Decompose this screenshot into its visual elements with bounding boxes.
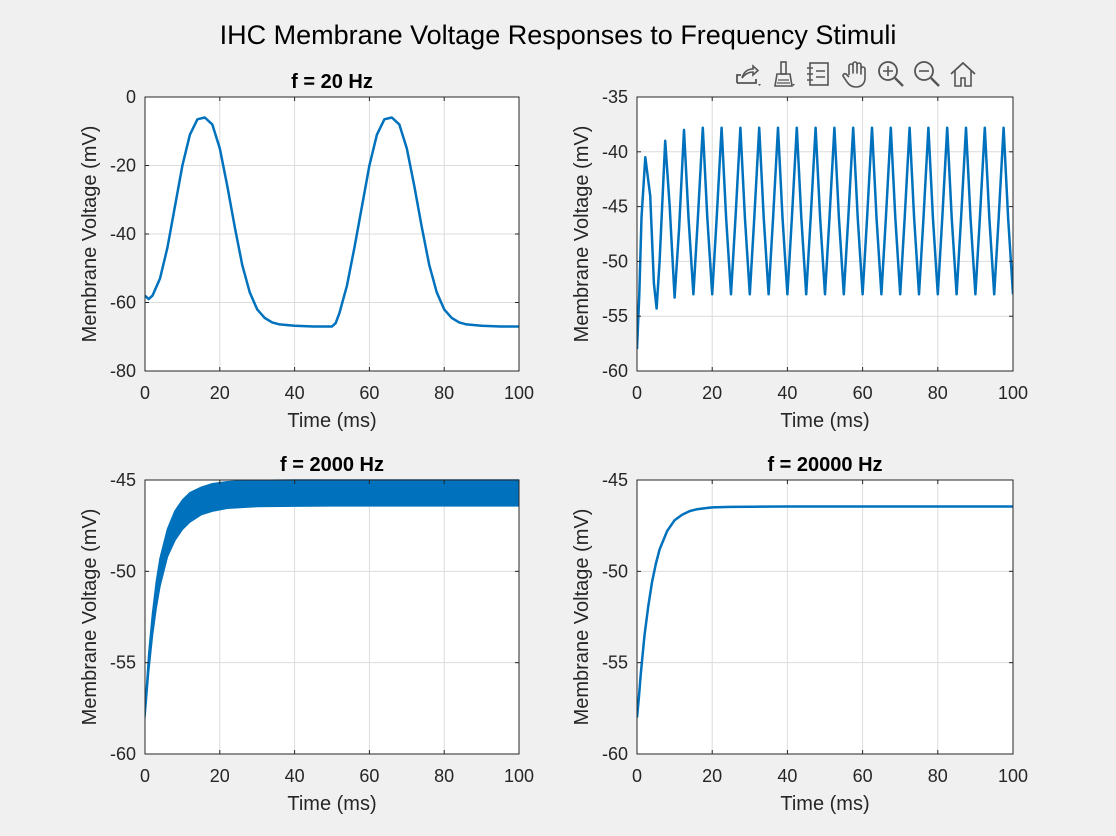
x-tick-label: 20	[210, 766, 230, 786]
y-tick-label: -80	[110, 361, 136, 381]
y-tick-label: -50	[602, 561, 628, 581]
y-tick-label: -50	[602, 251, 628, 271]
axes-frame	[636, 96, 1014, 372]
x-tick-label: 80	[928, 383, 948, 403]
subplot-title: f = 20000 Hz	[767, 454, 882, 476]
zoom-in-icon	[878, 61, 904, 87]
axes-toolbar	[730, 56, 980, 92]
zoom-in-button[interactable]	[874, 57, 908, 91]
export-button[interactable]	[730, 57, 764, 91]
x-tick-label: 100	[504, 766, 534, 786]
x-tick-label: 0	[140, 766, 150, 786]
subplot-1: 0 20 40 60 80 100 -80 -60 -40 -20 0 Time (ms) Membra…	[79, 71, 534, 432]
y-tick-label: -55	[602, 653, 628, 673]
subplot-title: f = 20 Hz	[291, 71, 373, 93]
zoom-out-button[interactable]	[910, 57, 944, 91]
pan-icon	[842, 61, 866, 88]
x-tick-label: 60	[359, 766, 379, 786]
home-button[interactable]	[946, 57, 980, 91]
x-tick-label: 20	[702, 766, 722, 786]
y-axis-label: Membrane Voltage (mV)	[79, 126, 101, 343]
export-icon	[736, 64, 761, 86]
x-tick-label: 0	[632, 383, 642, 403]
y-tick-label: -50	[110, 561, 136, 581]
subplot-3: 0 20 40 60 80 100 -60 -55 -50 -45 Time (ms) Membran…	[79, 454, 534, 815]
x-tick-label: 80	[434, 383, 454, 403]
x-tick-label: 0	[632, 766, 642, 786]
legend-icon	[807, 62, 829, 86]
x-tick-label: 40	[777, 383, 797, 403]
x-tick-label: 40	[777, 766, 797, 786]
subplot-4: 0 20 40 60 80 100 -60 -55 -50 -45 Time (ms) Membran…	[571, 454, 1028, 815]
x-tick-label: 40	[285, 383, 305, 403]
y-tick-label: 0	[126, 87, 136, 107]
x-tick-label: 80	[928, 766, 948, 786]
y-tick-label: -60	[602, 361, 628, 381]
legend-button[interactable]	[802, 57, 836, 91]
brush-icon	[774, 61, 795, 87]
series-line-1	[637, 126, 1013, 350]
x-tick-label: 0	[140, 383, 150, 403]
zoom-out-icon	[914, 61, 940, 87]
x-axis-label: Time (ms)	[780, 793, 869, 815]
x-tick-label: 20	[210, 383, 230, 403]
y-tick-label: -45	[110, 470, 136, 490]
y-tick-label: -20	[110, 156, 136, 176]
axes-background	[637, 97, 1013, 371]
pan-button[interactable]	[838, 57, 872, 91]
x-tick-label: 20	[702, 383, 722, 403]
x-tick-label: 100	[998, 766, 1028, 786]
subplot-2: 0 20 40 60 80 100 -60 -55 -50 -45 -40 -35 Time (ms) M…	[571, 87, 1028, 432]
y-axis-label: Membrane Voltage (mV)	[571, 509, 593, 726]
y-tick-label: -60	[110, 293, 136, 313]
home-icon	[950, 61, 976, 87]
y-tick-label: -55	[602, 306, 628, 326]
y-axis-label: Membrane Voltage (mV)	[79, 509, 101, 726]
axes-frame	[144, 479, 520, 755]
y-tick-label: -35	[602, 87, 628, 107]
brush-button[interactable]	[766, 57, 800, 91]
x-tick-label: 60	[853, 766, 873, 786]
axes-background	[637, 480, 1013, 754]
x-axis-label: Time (ms)	[780, 410, 869, 432]
axes-background	[145, 480, 519, 754]
x-axis-label: Time (ms)	[287, 793, 376, 815]
y-axis-label: Membrane Voltage (mV)	[571, 126, 593, 343]
series-line-1	[145, 116, 519, 328]
x-axis-label: Time (ms)	[287, 410, 376, 432]
x-tick-label: 60	[359, 383, 379, 403]
y-tick-label: -45	[602, 197, 628, 217]
x-tick-label: 100	[998, 383, 1028, 403]
x-tick-label: 80	[434, 766, 454, 786]
y-tick-label: -55	[110, 653, 136, 673]
x-tick-label: 60	[853, 383, 873, 403]
y-tick-label: -40	[602, 142, 628, 162]
x-tick-label: 100	[504, 383, 534, 403]
figure-title: IHC Membrane Voltage Responses to Freque…	[219, 20, 897, 50]
x-tick-label: 40	[285, 766, 305, 786]
y-tick-label: -40	[110, 224, 136, 244]
axes-frame	[636, 479, 1014, 755]
y-tick-label: -45	[602, 470, 628, 490]
series-line-1	[637, 505, 1013, 718]
y-tick-label: -60	[110, 744, 136, 764]
subplot-title: f = 2000 Hz	[280, 454, 384, 476]
y-tick-label: -60	[602, 744, 628, 764]
series-band-1	[145, 479, 519, 718]
